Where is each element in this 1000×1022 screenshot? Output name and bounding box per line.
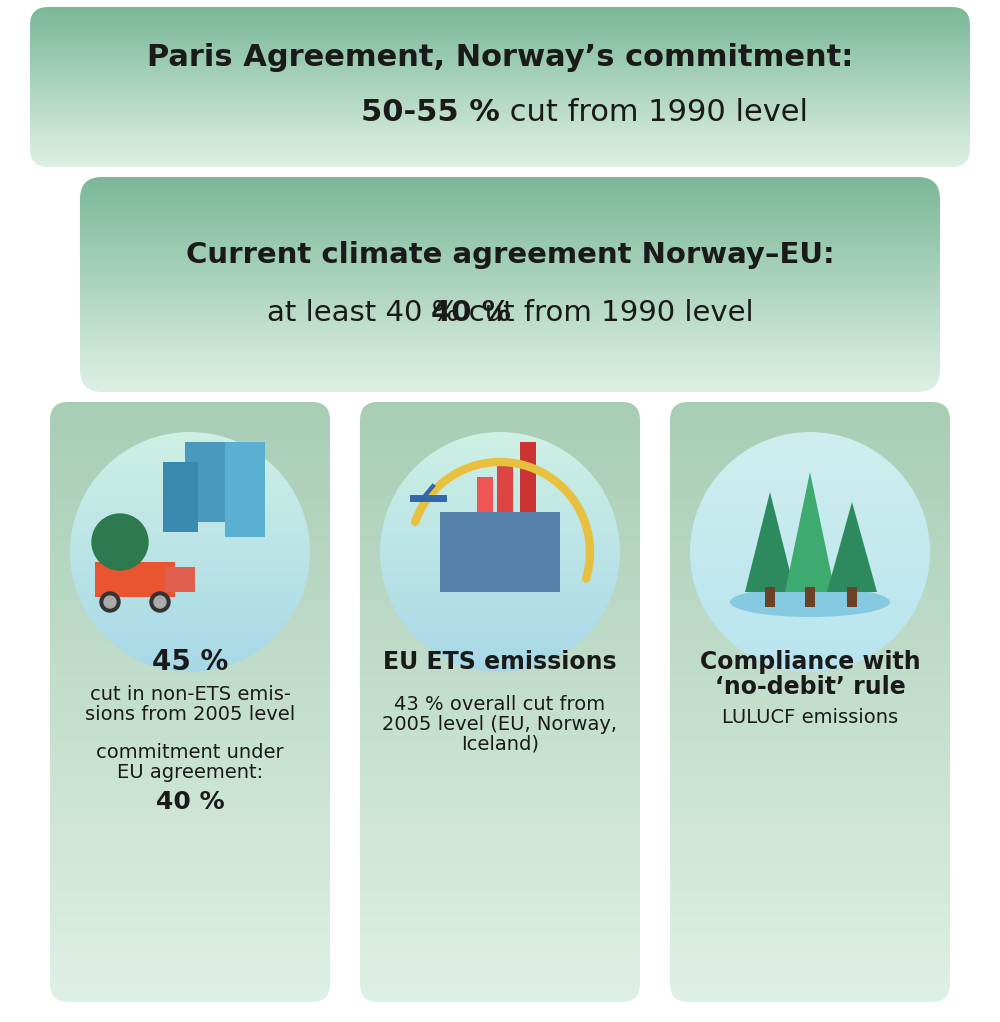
Circle shape <box>104 596 116 608</box>
FancyBboxPatch shape <box>440 512 560 592</box>
FancyBboxPatch shape <box>805 587 815 607</box>
Text: 2005 level (EU, Norway,: 2005 level (EU, Norway, <box>382 714 618 734</box>
Text: ‘no-debit’ rule: ‘no-debit’ rule <box>715 675 905 699</box>
FancyBboxPatch shape <box>185 442 235 522</box>
FancyBboxPatch shape <box>497 462 513 562</box>
Text: commitment under: commitment under <box>96 743 284 761</box>
Text: LULUCF emissions: LULUCF emissions <box>722 707 898 727</box>
Circle shape <box>150 592 170 612</box>
Polygon shape <box>827 502 877 592</box>
FancyBboxPatch shape <box>847 587 857 607</box>
Text: 50-55 %: 50-55 % <box>361 97 500 127</box>
Text: Paris Agreement, Norway’s commitment:: Paris Agreement, Norway’s commitment: <box>147 43 853 72</box>
FancyBboxPatch shape <box>162 462 198 532</box>
Text: Iceland): Iceland) <box>461 735 539 753</box>
Text: Compliance with: Compliance with <box>700 650 920 673</box>
Ellipse shape <box>730 587 890 617</box>
FancyBboxPatch shape <box>520 442 536 562</box>
Text: EU agreement:: EU agreement: <box>117 762 263 782</box>
Polygon shape <box>785 472 835 592</box>
Polygon shape <box>745 492 795 592</box>
Text: Current climate agreement Norway–EU:: Current climate agreement Norway–EU: <box>186 240 834 269</box>
FancyBboxPatch shape <box>225 442 265 537</box>
Text: at least 40 % cut from 1990 level: at least 40 % cut from 1990 level <box>267 298 753 326</box>
Text: 45 %: 45 % <box>152 648 228 676</box>
FancyBboxPatch shape <box>95 562 175 597</box>
Text: sions from 2005 level: sions from 2005 level <box>85 704 295 724</box>
Text: EU ETS emissions: EU ETS emissions <box>383 650 617 673</box>
Text: cut from 1990 level: cut from 1990 level <box>500 97 808 127</box>
FancyBboxPatch shape <box>765 587 775 607</box>
Circle shape <box>154 596 166 608</box>
Text: 43 % overall cut from: 43 % overall cut from <box>394 695 606 713</box>
Text: 40 %: 40 % <box>156 790 224 814</box>
FancyBboxPatch shape <box>477 477 493 562</box>
Circle shape <box>100 592 120 612</box>
FancyBboxPatch shape <box>165 567 195 592</box>
Text: cut in non-ETS emis-: cut in non-ETS emis- <box>90 685 290 703</box>
Circle shape <box>92 514 148 570</box>
Text: 40 %: 40 % <box>431 298 511 326</box>
